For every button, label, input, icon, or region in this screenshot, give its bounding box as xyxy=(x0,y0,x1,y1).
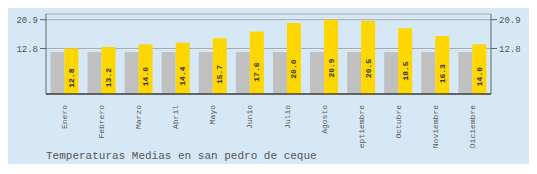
svg-text:14.0: 14.0 xyxy=(141,67,150,86)
svg-text:15.7: 15.7 xyxy=(215,65,224,84)
svg-text:Diciembre: Diciembre xyxy=(468,105,477,148)
svg-text:20.9: 20.9 xyxy=(499,16,521,26)
svg-text:Febrero: Febrero xyxy=(97,105,106,139)
svg-text:Noviembre: Noviembre xyxy=(431,105,440,148)
svg-text:Enero: Enero xyxy=(60,105,69,129)
svg-text:Marzo: Marzo xyxy=(134,105,143,129)
svg-text:18.5: 18.5 xyxy=(401,61,410,80)
svg-text:13.2: 13.2 xyxy=(104,68,113,87)
svg-text:14.0: 14.0 xyxy=(475,67,484,86)
svg-text:12.8: 12.8 xyxy=(499,45,521,55)
html-text:Temperaturas Medias en san ped: Temperaturas Medias en san pedro de cequ… xyxy=(46,150,317,162)
svg-text:20.9: 20.9 xyxy=(327,58,336,77)
svg-text:12.8: 12.8 xyxy=(16,45,38,55)
svg-text:16.3: 16.3 xyxy=(438,64,447,83)
svg-text:Junio: Junio xyxy=(245,105,254,129)
svg-text:Octubre: Octubre xyxy=(394,105,403,139)
svg-text:Mayo: Mayo xyxy=(208,105,217,124)
svg-text:Abril: Abril xyxy=(171,105,180,129)
svg-text:17.6: 17.6 xyxy=(252,62,261,81)
svg-text:Septiembre: Septiembre xyxy=(357,105,366,148)
svg-text:20.0: 20.0 xyxy=(289,59,298,78)
svg-text:Julio: Julio xyxy=(283,105,292,129)
svg-text:12.8: 12.8 xyxy=(67,68,76,87)
svg-text:20.9: 20.9 xyxy=(16,16,38,26)
svg-text:14.4: 14.4 xyxy=(178,66,187,85)
svg-text:Agosto: Agosto xyxy=(320,105,329,134)
svg-text:20.5: 20.5 xyxy=(364,59,373,78)
